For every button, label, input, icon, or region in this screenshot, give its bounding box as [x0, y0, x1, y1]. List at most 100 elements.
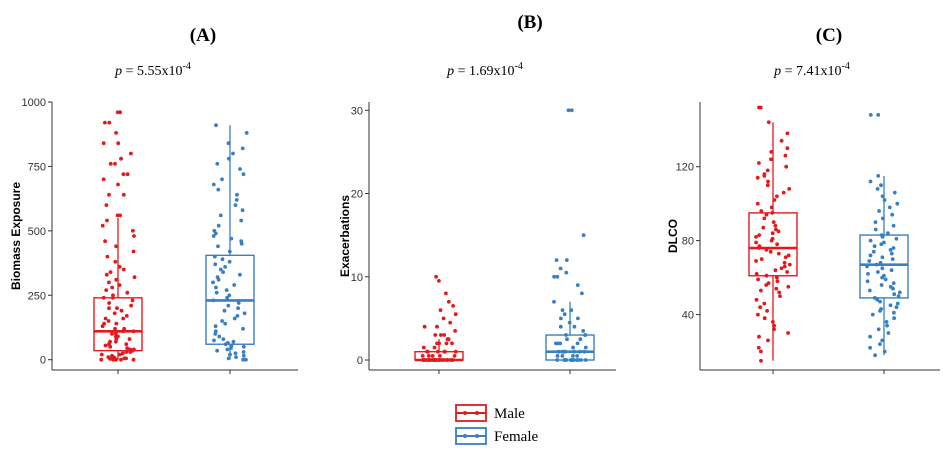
- data-point: [562, 349, 566, 354]
- data-point: [762, 301, 767, 306]
- y-tick-label-2: 20: [351, 189, 363, 201]
- data-point: [759, 209, 764, 213]
- data-point: [226, 141, 231, 146]
- data-point: [891, 223, 896, 228]
- p-value-text: = 7.41x10: [781, 64, 841, 79]
- data-point: [774, 286, 779, 291]
- data-point: [565, 337, 569, 342]
- data-point: [755, 175, 760, 180]
- data-point: [764, 273, 769, 278]
- data-point: [213, 332, 218, 336]
- data-point: [775, 194, 779, 199]
- data-point: [113, 259, 118, 264]
- data-point: [880, 275, 884, 280]
- data-point: [216, 187, 221, 192]
- data-point: [892, 316, 896, 321]
- data-point: [892, 292, 897, 297]
- data-point: [241, 326, 245, 331]
- data-point: [571, 358, 576, 362]
- data-point: [768, 249, 773, 254]
- data-point: [888, 303, 893, 308]
- data-point: [438, 354, 442, 358]
- data-point: [581, 329, 586, 333]
- data-point: [244, 357, 248, 362]
- data-point: [779, 138, 784, 143]
- data-point: [452, 354, 457, 358]
- data-point: [110, 285, 115, 290]
- data-point: [445, 358, 450, 362]
- data-point: [436, 349, 440, 354]
- data-point: [894, 236, 899, 241]
- data-point: [241, 353, 246, 358]
- data-point: [759, 288, 763, 293]
- data-point: [121, 316, 126, 321]
- data-point: [558, 324, 563, 329]
- data-point: [108, 344, 113, 349]
- data-point: [754, 297, 759, 302]
- data-point: [218, 267, 223, 272]
- data-point: [867, 259, 872, 263]
- legend-label-male: Male: [494, 406, 525, 422]
- data-point: [878, 299, 882, 304]
- data-point: [772, 198, 777, 202]
- data-point: [227, 259, 232, 264]
- data-point: [771, 320, 775, 324]
- data-point: [242, 311, 247, 316]
- data-point: [216, 277, 221, 282]
- data-point: [876, 327, 881, 332]
- data-point: [239, 241, 244, 246]
- panel-c: (C) p = 7.41x10-4 DLCO 40 80 120: [666, 25, 940, 374]
- data-point: [569, 308, 574, 312]
- data-point: [108, 357, 112, 361]
- data-point: [125, 346, 129, 350]
- data-point: [105, 254, 110, 259]
- data-point: [754, 259, 758, 263]
- data-point: [564, 270, 569, 275]
- data-point: [889, 251, 894, 256]
- data-point: [583, 333, 588, 337]
- data-point: [218, 213, 223, 218]
- data-point: [124, 314, 129, 318]
- data-point: [107, 280, 111, 285]
- data-point: [785, 270, 789, 274]
- data-point: [756, 277, 760, 282]
- data-point: [554, 258, 559, 262]
- data-point: [880, 266, 885, 271]
- data-point: [876, 113, 881, 117]
- data-point: [221, 270, 226, 274]
- data-point: [769, 150, 774, 154]
- y-tick-label-2: 120: [676, 162, 694, 174]
- data-point: [131, 228, 135, 233]
- data-point: [420, 354, 425, 358]
- data-point: [882, 349, 887, 354]
- data-point: [571, 345, 575, 350]
- data-point: [885, 323, 889, 328]
- panel-a: (A) p = 5.55x10-4 Biomass Exposure 0 250 500 7…: [9, 25, 298, 374]
- y-tick-label-4: 1000: [22, 97, 46, 109]
- p-value: p = 1.69x10-4: [446, 61, 523, 79]
- data-point: [99, 357, 104, 362]
- data-point: [873, 220, 878, 225]
- data-point: [121, 267, 126, 272]
- legend-item-male: Male: [455, 404, 525, 422]
- p-value-exponent: -4: [842, 61, 850, 72]
- data-point: [787, 262, 792, 267]
- data-point: [785, 131, 790, 136]
- data-point: [758, 105, 763, 110]
- data-point: [884, 320, 889, 324]
- data-point: [113, 326, 117, 331]
- data-point: [217, 334, 222, 339]
- data-point: [552, 299, 556, 304]
- data-point: [870, 312, 875, 317]
- data-point: [757, 246, 761, 250]
- data-point: [125, 172, 130, 177]
- data-point: [865, 264, 869, 269]
- data-point: [895, 201, 900, 206]
- data-point: [569, 108, 574, 113]
- data-point: [880, 338, 885, 343]
- data-point: [100, 223, 105, 228]
- data-point: [107, 192, 111, 197]
- data-point: [422, 358, 426, 362]
- data-point: [759, 257, 764, 261]
